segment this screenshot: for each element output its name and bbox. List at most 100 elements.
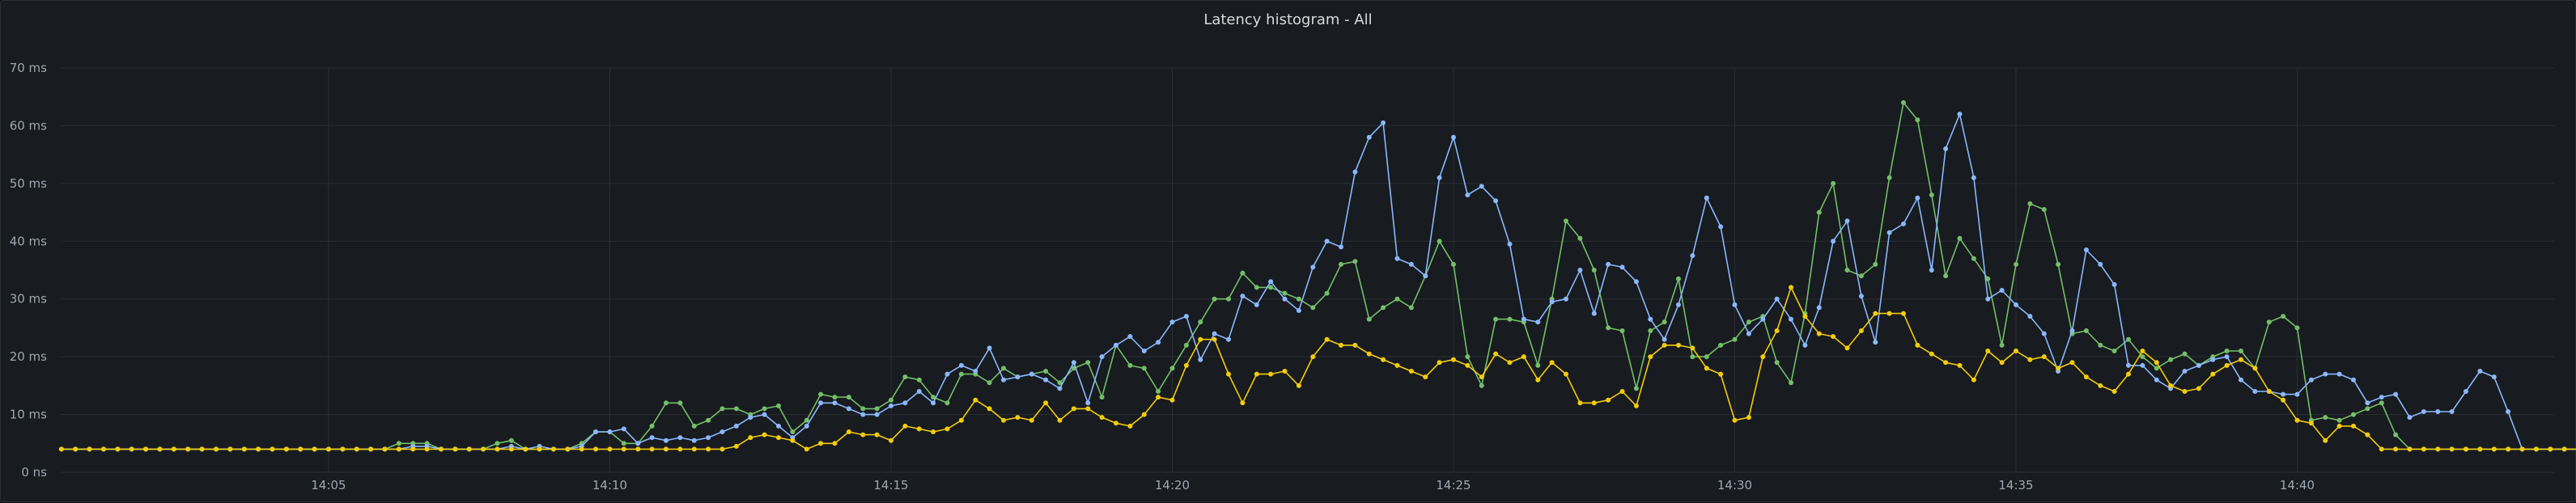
data-point[interactable] [593,429,599,434]
data-point[interactable] [2098,342,2103,348]
data-point[interactable] [1886,230,1892,235]
data-point[interactable] [1240,270,1246,276]
data-point[interactable] [1901,221,1906,226]
data-point[interactable] [2224,349,2230,353]
data-point[interactable] [1339,244,1343,250]
data-point[interactable] [1352,259,1358,264]
data-point[interactable] [1789,285,1793,290]
data-point[interactable] [1198,319,1203,325]
data-point[interactable] [1943,273,1949,279]
data-point[interactable] [664,400,668,406]
data-point[interactable] [1943,360,1949,366]
data-point[interactable] [607,446,613,452]
data-point[interactable] [1704,354,1709,360]
data-point[interactable] [1971,175,1976,180]
data-point[interactable] [1465,354,1470,360]
data-point[interactable] [2140,354,2145,360]
data-point[interactable] [1071,360,1076,366]
data-point[interactable] [1901,99,1906,105]
data-point[interactable] [748,415,753,421]
data-point[interactable] [1268,371,1274,377]
data-point[interactable] [1760,316,1766,322]
data-point[interactable] [2435,409,2441,414]
data-point[interactable] [691,446,697,452]
data-point[interactable] [1085,360,1091,366]
data-point[interactable] [1085,400,1091,406]
data-point[interactable] [283,446,289,452]
data-point[interactable] [1802,342,1808,348]
data-point[interactable] [2111,281,2117,287]
data-point[interactable] [2014,349,2018,353]
data-point[interactable] [1606,397,1611,403]
data-point[interactable] [889,397,893,403]
data-point[interactable] [2252,366,2258,371]
data-point[interactable] [1451,261,1456,267]
data-point[interactable] [1156,395,1161,400]
data-point[interactable] [1718,342,1724,348]
data-point[interactable] [1746,415,1751,421]
data-point[interactable] [1985,349,1991,353]
data-point[interactable] [1408,261,1414,267]
data-point[interactable] [1648,354,1653,360]
data-point[interactable] [973,369,978,374]
data-point[interactable] [2111,389,2117,394]
data-point[interactable] [860,412,866,417]
data-point[interactable] [1507,360,1513,366]
data-point[interactable] [677,446,683,452]
data-point[interactable] [1240,294,1246,299]
data-point[interactable] [1521,316,1526,322]
data-point[interactable] [1099,395,1105,400]
data-point[interactable] [1718,224,1724,230]
data-point[interactable] [424,446,430,452]
data-point[interactable] [1816,209,1822,215]
data-point[interactable] [1831,180,1836,186]
data-point[interactable] [1873,311,1878,316]
data-point[interactable] [1493,198,1499,204]
data-point[interactable] [1549,299,1555,305]
data-point[interactable] [312,446,317,452]
data-point[interactable] [2365,406,2370,412]
data-point[interactable] [1831,239,1836,244]
data-point[interactable] [1043,377,1049,383]
panel-title[interactable]: Latency histogram - All [1203,11,1373,28]
data-point[interactable] [1029,371,1034,377]
data-point[interactable] [2014,302,2018,307]
data-point[interactable] [987,406,992,412]
data-point[interactable] [2393,446,2399,452]
data-point[interactable] [1366,316,1372,322]
data-point[interactable] [1296,296,1301,302]
data-point[interactable] [2435,446,2441,452]
data-point[interactable] [832,395,838,400]
data-point[interactable] [1690,345,1695,351]
data-point[interactable] [916,377,922,383]
data-point[interactable] [1479,383,1484,388]
data-point[interactable] [1310,354,1316,360]
data-point[interactable] [1141,349,1147,353]
data-point[interactable] [1507,316,1513,322]
data-point[interactable] [944,426,950,432]
data-point[interactable] [1141,412,1147,417]
data-point[interactable] [481,446,486,452]
data-point[interactable] [1619,264,1625,270]
data-point[interactable] [1057,380,1063,386]
data-point[interactable] [1915,117,1920,123]
data-point[interactable] [1339,342,1343,348]
data-point[interactable] [860,432,866,437]
data-point[interactable] [2379,446,2384,452]
data-point[interactable] [1057,386,1063,391]
data-point[interactable] [2154,360,2159,366]
data-point[interactable] [1985,296,1991,302]
data-point[interactable] [1226,371,1231,377]
data-point[interactable] [958,417,964,423]
data-point[interactable] [1310,305,1316,311]
data-point[interactable] [776,403,781,408]
data-point[interactable] [1127,423,1133,429]
data-point[interactable] [1929,268,1934,273]
data-point[interactable] [354,446,359,452]
data-point[interactable] [1606,325,1611,331]
data-point[interactable] [73,446,79,452]
data-point[interactable] [1114,342,1118,348]
data-point[interactable] [1169,319,1175,325]
data-point[interactable] [973,397,978,403]
data-point[interactable] [1127,362,1133,368]
